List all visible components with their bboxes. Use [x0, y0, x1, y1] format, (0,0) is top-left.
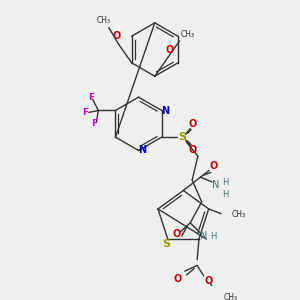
Text: O: O — [188, 146, 196, 155]
Text: N: N — [200, 231, 207, 241]
Text: N: N — [212, 180, 219, 190]
Text: O: O — [204, 276, 213, 286]
Text: CH₃: CH₃ — [232, 210, 246, 219]
Text: CH₃: CH₃ — [97, 16, 111, 26]
Text: CH₃: CH₃ — [224, 293, 238, 300]
Text: H: H — [210, 232, 216, 241]
Text: O: O — [210, 161, 218, 171]
Text: S: S — [162, 238, 170, 248]
Text: N: N — [138, 145, 146, 154]
Text: CH₃: CH₃ — [181, 30, 195, 39]
Text: O: O — [188, 119, 196, 129]
Text: F: F — [82, 108, 88, 117]
Text: H: H — [222, 178, 228, 188]
Text: O: O — [112, 31, 121, 41]
Text: O: O — [166, 44, 174, 55]
Text: O: O — [173, 229, 181, 239]
Text: F: F — [88, 93, 94, 102]
Text: O: O — [174, 274, 182, 284]
Text: F: F — [92, 119, 98, 128]
Text: N: N — [161, 106, 169, 116]
Text: H: H — [222, 190, 228, 199]
Text: S: S — [178, 132, 187, 142]
